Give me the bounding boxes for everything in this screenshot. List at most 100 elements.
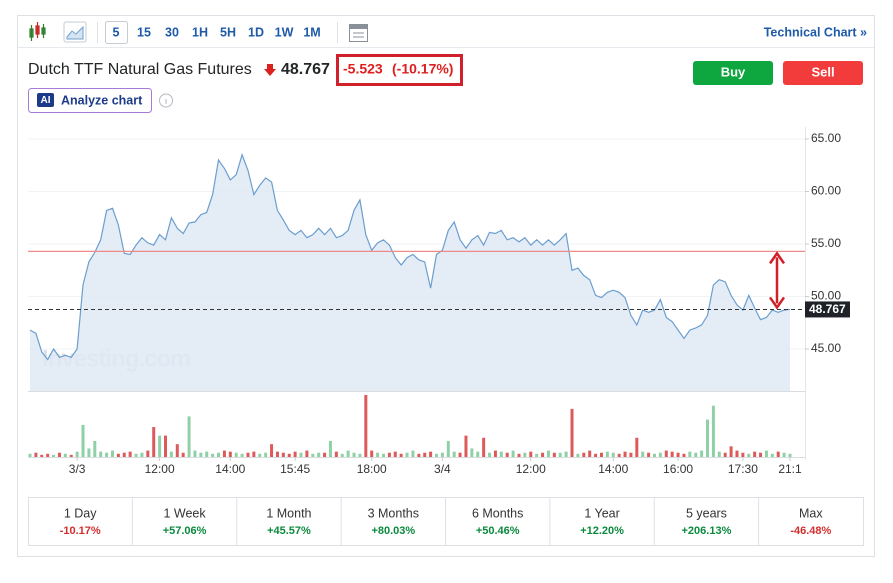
volume-bar — [110, 450, 114, 457]
buy-button[interactable] — [693, 61, 773, 85]
volume-bar — [735, 450, 739, 457]
volume-bar — [317, 452, 321, 457]
volume-bar — [169, 451, 173, 457]
interval[interactable]: 5 — [113, 25, 120, 39]
x-tick-label: 15:45 — [280, 462, 310, 476]
volume-bar — [287, 453, 291, 457]
volume-bar — [158, 435, 162, 457]
highlight-box — [336, 54, 463, 86]
interval[interactable]: 5H — [220, 25, 236, 39]
x-tick-label: 21:1 — [778, 462, 802, 476]
period: 5 years — [686, 506, 727, 520]
analyze-label[interactable]: Analyze chart — [61, 93, 143, 107]
x-tick-label: 17:30 — [728, 462, 758, 476]
volume-bar — [635, 437, 639, 457]
volume-bar — [570, 408, 574, 457]
volume-bar — [293, 451, 297, 457]
volume-bar — [641, 451, 645, 457]
volume-bar — [505, 452, 509, 457]
info-icon[interactable] — [159, 93, 173, 108]
volume-bar — [399, 453, 403, 457]
volume-bar — [706, 419, 710, 457]
volume-bar — [458, 452, 462, 457]
volume-bar — [576, 453, 580, 457]
volume-bar — [340, 453, 344, 457]
volume-bar — [364, 395, 368, 457]
volume-bar — [217, 452, 221, 457]
sell-label[interactable]: Sell — [811, 64, 834, 79]
volume-bar — [605, 451, 609, 457]
volume-bar — [729, 446, 733, 457]
period-change: +12.20% — [580, 525, 624, 537]
period: 1 Week — [163, 506, 206, 520]
volume-bar — [405, 452, 409, 457]
volume-bar — [57, 452, 61, 457]
volume-bar — [523, 452, 527, 457]
volume-bar — [558, 452, 562, 457]
volume-bar — [629, 452, 633, 457]
buy-label[interactable]: Buy — [721, 64, 746, 79]
volume-bar — [116, 453, 120, 457]
sell-button[interactable] — [783, 61, 863, 85]
interval[interactable]: 30 — [165, 25, 179, 39]
interval-selected — [105, 21, 128, 44]
volume-bar — [63, 453, 67, 457]
technical-chart-link[interactable]: Technical Chart » — [764, 25, 867, 39]
period-change: -10.17% — [60, 525, 101, 537]
volume-bar — [122, 452, 126, 457]
y-tick-label: 55.00 — [811, 236, 841, 250]
volume-bar — [311, 453, 315, 457]
interval[interactable]: 1W — [275, 25, 294, 39]
volume-bar — [747, 453, 751, 457]
volume-bar — [187, 416, 191, 457]
area-icon[interactable] — [63, 21, 87, 43]
period-change: +50.46% — [476, 525, 520, 537]
volume-bar — [81, 424, 85, 457]
volume-bar — [564, 451, 568, 457]
volume-bar — [411, 450, 415, 457]
volume-bar — [429, 451, 433, 457]
analyze-button[interactable] — [28, 88, 152, 113]
period: Max — [799, 506, 823, 520]
interval[interactable]: 15 — [137, 25, 151, 39]
volume-bar — [46, 453, 50, 457]
candle-icon[interactable] — [29, 22, 46, 41]
x-tick-label: 3/4 — [434, 462, 451, 476]
volume-bar — [588, 450, 592, 457]
period: 3 Months — [368, 506, 419, 520]
ai-badge — [37, 93, 54, 107]
volume-bar — [305, 450, 309, 457]
interval[interactable]: 1D — [248, 25, 264, 39]
volume-bar — [435, 453, 439, 457]
interval[interactable]: 1H — [192, 25, 208, 39]
volume-bar — [594, 453, 598, 457]
volume-bar — [334, 451, 338, 457]
volume-bar — [352, 452, 356, 457]
y-tick-label: 65.00 — [811, 131, 841, 145]
change: -5.523 — [343, 61, 383, 77]
volume-bar — [611, 452, 615, 457]
x-tick-label: 18:00 — [357, 462, 387, 476]
volume-bar — [482, 437, 486, 457]
volume-bar — [222, 450, 226, 457]
volume-bar — [658, 452, 662, 457]
price: 48.767 — [281, 61, 330, 78]
volume-bar — [275, 451, 279, 457]
interval[interactable]: 1M — [303, 25, 320, 39]
x-tick-label: 12:00 — [145, 462, 175, 476]
period: 1 Year — [584, 506, 619, 520]
x-tick-label: 16:00 — [663, 462, 693, 476]
volume-bar — [446, 440, 450, 457]
volume-bar — [270, 444, 274, 457]
period-change: +57.06% — [163, 525, 207, 537]
volume-bar — [741, 452, 745, 457]
volume-bar — [753, 451, 757, 457]
volume-bar — [40, 454, 44, 457]
volume-bar — [470, 448, 474, 457]
calendar-icon[interactable] — [349, 24, 368, 42]
period: 1 Day — [64, 506, 97, 520]
volume-bar — [476, 451, 480, 457]
instrument-title: Dutch TTF Natural Gas Futures — [28, 61, 252, 78]
ai-label: AI — [41, 95, 51, 106]
volume-bar — [782, 452, 786, 457]
